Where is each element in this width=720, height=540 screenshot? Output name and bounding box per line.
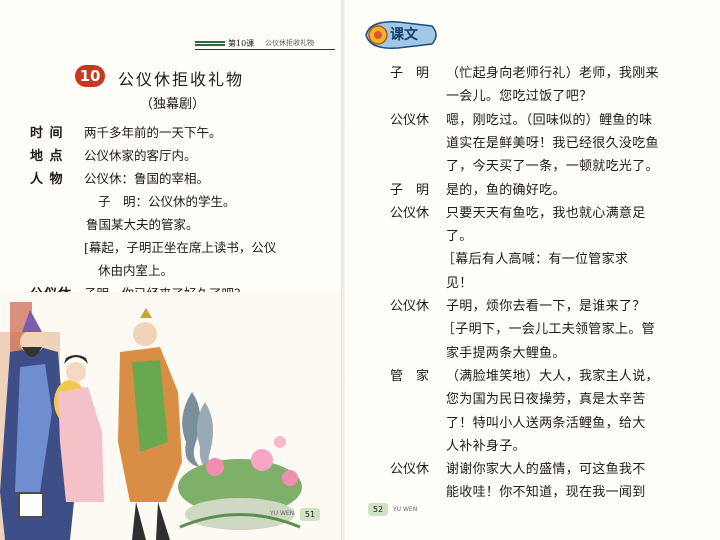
section-badge-shape — [365, 21, 437, 49]
stage-direction: [幕起，子明正坐在席上读书，公仪 — [84, 240, 277, 255]
nav-button[interactable] — [18, 492, 44, 518]
speaker-label: 管 家 — [390, 368, 430, 384]
dialogue-line: 是的，鱼的确好吃。 — [446, 182, 566, 198]
lesson-subtitle: （独幕剧） — [140, 97, 206, 112]
page-footer-left: YU WEN 51 — [270, 508, 320, 522]
left-page: 第10课 公仪休拒收礼物 10 公仪休拒收礼物 （独幕剧） 时 间 两千多年前的… — [0, 0, 345, 540]
dialogue-line: 人补补身子。 — [446, 438, 526, 454]
footer-label: YU WEN — [270, 510, 295, 517]
dialogue-line: （满脸堆笑地）大人，我家主人说， — [446, 368, 659, 384]
dialogue-line: 能收哇！你不知道，现在我一闻到 — [446, 485, 646, 501]
right-page — [345, 0, 720, 540]
speaker-label: 公仪休 — [390, 462, 430, 478]
page-footer-right: 52 YU WEN — [368, 503, 438, 517]
dialogue-line: 见！ — [446, 275, 473, 291]
dialogue-line: 道实在是鲜美呀！我已经很久没吃鱼 — [446, 135, 659, 151]
character-steward: 鲁国某大夫的管家。 — [86, 217, 199, 232]
character-ziming: 子 明：公仪休的学生。 — [98, 194, 236, 209]
setting-label-characters: 人 物 — [30, 172, 64, 187]
speaker-label: 公仪休 — [390, 205, 430, 221]
setting-label-time: 时 间 — [30, 126, 64, 141]
character-gongyixiu: 公仪休：鲁国的宰相。 — [84, 171, 210, 186]
section-title: 课文 — [390, 27, 418, 43]
header-rule — [195, 49, 335, 50]
dialogue-line: 谢谢你家大人的盛情，可这鱼我不 — [446, 462, 646, 478]
lesson-title: 公仪休拒收礼物 — [118, 70, 245, 89]
dialogue-line: 了。 — [446, 229, 473, 245]
speaker-label: 子 明 — [390, 182, 430, 198]
dialogue-line: 家手提两条大鲤鱼。 — [446, 345, 566, 361]
header-title: 公仪休拒收礼物 — [265, 39, 314, 47]
speaker-label: 公仪休 — [390, 299, 430, 314]
dialogue-line: （忙起身向老师行礼）老师，我刚来 — [446, 66, 659, 81]
dialogue-line: 嗯，刚吃过。（回味似的）鲤鱼的味 — [446, 112, 653, 128]
page-header: 第10课 公仪休拒收礼物 — [195, 38, 335, 50]
dialogue-line: 了，今天买了一条，一顿就吃光了。 — [446, 159, 659, 175]
dialogue-line: 一会儿。您吃过饭了吧？ — [446, 89, 593, 105]
setting-text-place: 公仪休家的客厅内。 — [84, 148, 197, 163]
speaker-label: 子 明 — [390, 66, 430, 81]
dialogue-line: ［幕后有人高喊：有一位管家求 — [442, 252, 629, 268]
scene-illustration — [0, 292, 345, 540]
speaker-label: 公仪休 — [390, 112, 430, 128]
header-lesson-label: 第10课 — [228, 39, 255, 48]
dialogue-line: ［子明下，一会儿工夫领管家上。管 — [442, 322, 655, 338]
dialogue-line: 了！特叫小人送两条活鲤鱼，给大 — [446, 415, 646, 431]
section-title-badge: 课文 — [362, 18, 440, 52]
setting-text-time: 两千多年前的一天下午。 — [84, 125, 222, 140]
stage-direction-cont: 休由内室上。 — [98, 263, 174, 278]
footer-label: YU WEN — [393, 506, 418, 513]
dialogue-line: 您为国为民日夜操劳，真是太辛苦 — [446, 392, 646, 408]
dialogue-line: 只要天天有鱼吃，我也就心满意足 — [446, 205, 646, 221]
dialogue-line: 子明，烦你去看一下，是谁来了？ — [446, 299, 646, 314]
lesson-number-badge: 10 — [75, 65, 105, 87]
page-number: 51 — [300, 508, 320, 521]
header-bars — [195, 41, 225, 47]
setting-label-place: 地 点 — [30, 149, 64, 164]
page-number: 52 — [368, 503, 388, 516]
